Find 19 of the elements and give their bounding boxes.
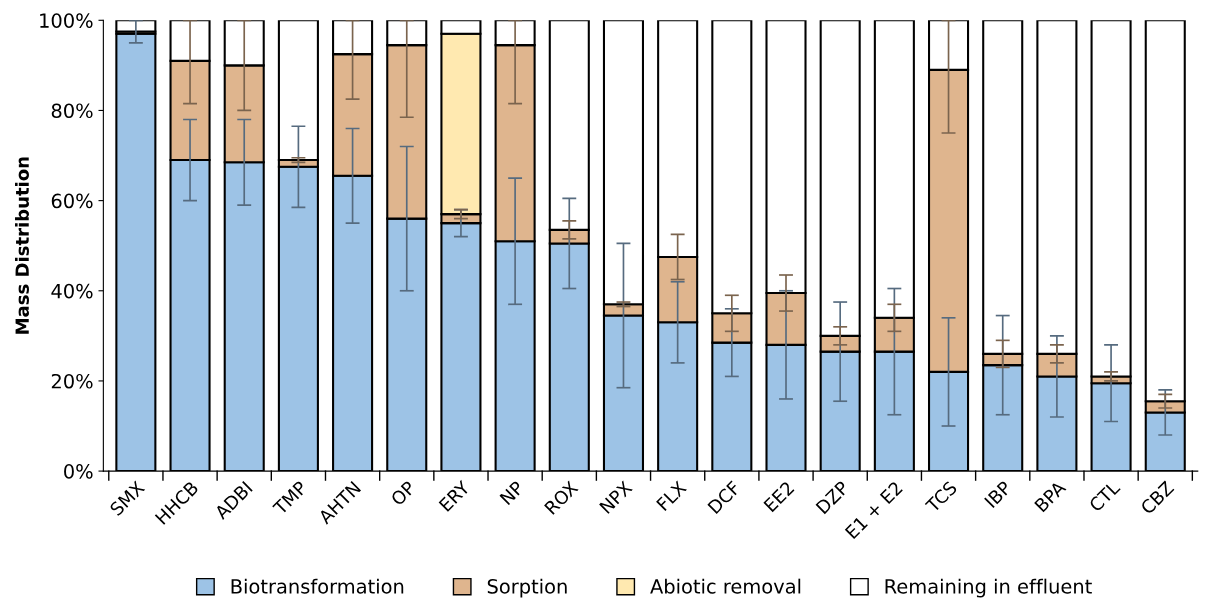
y-axis-title: Mass Distribution [15, 157, 29, 334]
y-tick-label: 40% [51, 283, 93, 299]
y-tick-label: 20% [51, 373, 93, 389]
legend-label: Abiotic removal [650, 578, 801, 594]
legend-label: Biotransformation [231, 578, 404, 594]
x-tick-label: OP [389, 480, 417, 507]
x-tick-label: TCS [924, 480, 958, 514]
x-tick-label: EE2 [763, 480, 795, 513]
x-tick-label: NP [499, 480, 525, 506]
legend-label: Sorption [487, 578, 567, 598]
y-tick-label: 80% [51, 103, 93, 119]
x-tick-label: E1 + E2 [844, 480, 903, 540]
x-tick-label: BPA [1034, 479, 1067, 513]
y-tick-label: 0% [64, 464, 93, 479]
y-tick-label: 100% [40, 13, 93, 28]
legend-label: Remaining in effluent [885, 578, 1092, 598]
x-tick-label: IBP [984, 480, 1012, 509]
x-tick-label: CTL [1088, 479, 1121, 513]
y-tick-label: 60% [51, 193, 93, 209]
